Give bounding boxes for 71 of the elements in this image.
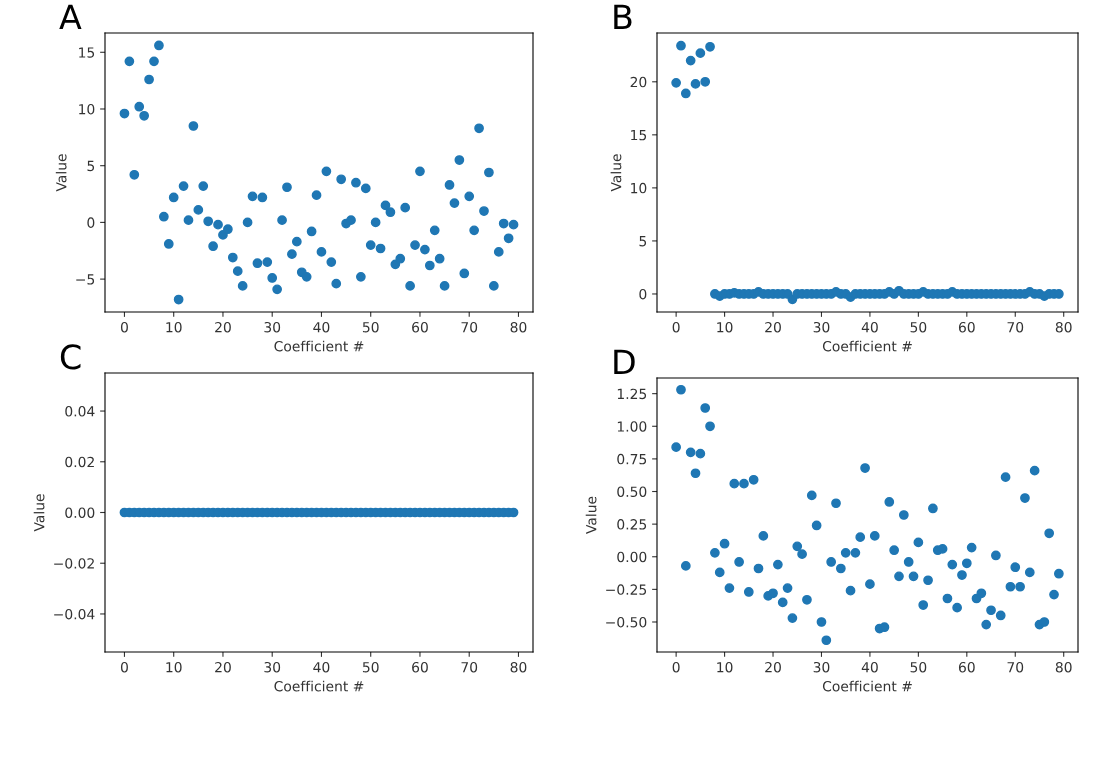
x-tick-label: 20 xyxy=(765,661,781,673)
x-tick-label: 50 xyxy=(362,661,379,673)
x-tick-label: 0 xyxy=(672,661,680,673)
text: C xyxy=(60,344,81,370)
y-tick-label: 0.00 xyxy=(65,507,95,518)
x-tick-label: 30 xyxy=(813,661,830,673)
x-tick-label: 40 xyxy=(313,661,330,673)
x-tick-label: 40 xyxy=(313,321,330,333)
x-tick-label: 60 xyxy=(412,661,428,673)
y-tick-label: 1.25 xyxy=(617,388,647,400)
y-tick-label: 0 xyxy=(87,217,95,228)
y-tick-label: 10 xyxy=(79,103,95,115)
y-tick-label: 0.25 xyxy=(617,519,647,530)
x-tick-label: 50 xyxy=(910,661,927,673)
y-tick-label: 20 xyxy=(630,76,647,88)
y-tick-label: 0.00 xyxy=(617,551,647,563)
y-tick-label: −0.25 xyxy=(606,584,647,595)
x-tick-label: 10 xyxy=(717,321,733,333)
y-tick-label: 0 xyxy=(639,288,647,300)
x-tick-label: 60 xyxy=(412,321,428,333)
x-tick-label: 0 xyxy=(120,661,128,673)
x-tick-label: 30 xyxy=(813,321,830,333)
x-tick-label: 80 xyxy=(1055,321,1072,333)
x-tick-label: 60 xyxy=(958,321,975,333)
y-tick-label: −0.02 xyxy=(54,558,94,569)
x-tick-label: 70 xyxy=(461,321,478,333)
text: D xyxy=(614,349,635,374)
y-tick-label: −0.50 xyxy=(606,616,647,628)
x-tick-label: 80 xyxy=(510,661,527,673)
x-tick-label: 70 xyxy=(1007,321,1024,333)
x-tick-label: 0 xyxy=(672,321,680,333)
x-tick-label: 20 xyxy=(765,321,781,333)
x-tick-label: 10 xyxy=(166,321,182,333)
x-tick-label: 20 xyxy=(215,321,231,333)
y-tick-label: 5 xyxy=(87,160,95,172)
y-tick-label: 0.04 xyxy=(65,406,95,417)
y-tick-label: 0.50 xyxy=(617,486,647,497)
x-tick-label: 50 xyxy=(362,321,379,333)
x-tick-label: 0 xyxy=(120,321,128,333)
x-tick-label: 80 xyxy=(510,321,527,333)
x-tick-label: 80 xyxy=(1055,661,1072,673)
y-axis-title: Value xyxy=(585,496,597,534)
x-tick-label: 60 xyxy=(958,661,975,673)
x-tick-label: 30 xyxy=(264,661,281,673)
y-tick-label: 5 xyxy=(639,236,647,247)
y-tick-label: −0.04 xyxy=(54,608,95,620)
x-axis-title: Coefficient # xyxy=(822,340,912,352)
y-tick-label: 0.75 xyxy=(617,453,647,465)
x-tick-label: 10 xyxy=(166,661,182,673)
x-axis-title: Coefficient # xyxy=(822,680,912,692)
x-tick-label: 70 xyxy=(1007,661,1024,673)
x-tick-label: 20 xyxy=(215,661,231,673)
x-axis-title: Coefficient # xyxy=(274,680,364,692)
x-axis-title: Coefficient # xyxy=(274,340,364,352)
x-tick-label: 50 xyxy=(910,321,927,333)
y-axis-title: Value xyxy=(33,494,45,532)
y-tick-label: 10 xyxy=(631,182,647,194)
x-tick-label: 10 xyxy=(717,661,733,673)
y-axis-title: Value xyxy=(610,154,622,192)
x-tick-label: 30 xyxy=(264,321,281,333)
y-tick-label: 1.00 xyxy=(617,421,647,432)
y-tick-label: 15 xyxy=(631,129,647,141)
x-tick-label: 70 xyxy=(461,661,478,673)
text: A xyxy=(59,4,82,29)
x-tick-label: 40 xyxy=(861,321,878,333)
y-axis-title: Value xyxy=(55,154,67,192)
y-tick-label: −5 xyxy=(76,274,95,285)
text: B xyxy=(614,4,632,29)
y-tick-label: 15 xyxy=(79,47,95,58)
y-tick-label: 0.02 xyxy=(65,456,94,468)
x-tick-label: 40 xyxy=(861,661,878,673)
